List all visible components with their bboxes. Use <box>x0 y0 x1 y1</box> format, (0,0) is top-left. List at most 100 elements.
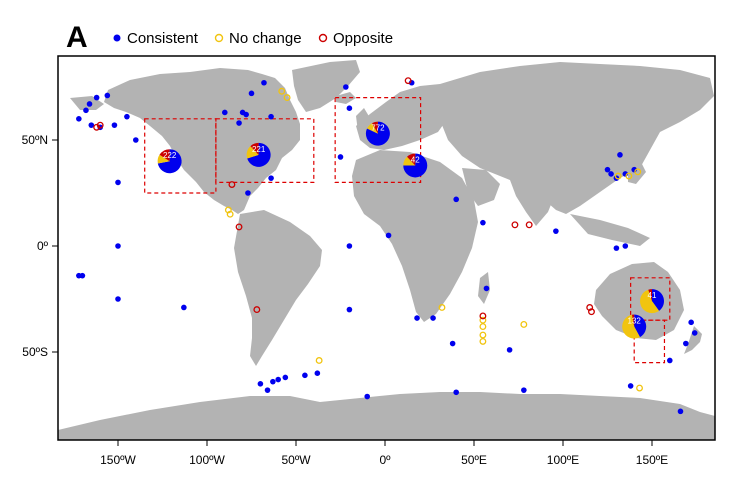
point-consistent <box>364 393 371 400</box>
point-consistent <box>506 347 513 353</box>
point-opposite <box>235 223 243 231</box>
point-opposite <box>96 121 104 129</box>
point-consistent <box>453 389 460 396</box>
land-south-america <box>234 210 322 366</box>
land-asia <box>440 62 714 214</box>
point-consistent <box>124 113 130 120</box>
point-consistent <box>222 109 228 116</box>
x-tick-label: 100ºW <box>189 453 225 467</box>
point-no-change <box>636 384 643 392</box>
point-consistent <box>257 381 264 387</box>
point-consistent <box>683 340 689 347</box>
x-tick-label: 150ºE <box>636 453 668 467</box>
region-box-eastern-north-america <box>215 118 315 184</box>
point-consistent <box>111 122 118 128</box>
point-consistent <box>677 408 684 415</box>
point-no-change <box>479 331 487 339</box>
point-consistent <box>346 243 353 249</box>
point-no-change <box>283 94 291 102</box>
point-consistent <box>627 383 634 389</box>
point-opposite <box>253 306 261 314</box>
point-no-change <box>278 87 286 95</box>
point-consistent <box>248 90 255 97</box>
pie-slice-consistent <box>365 121 390 146</box>
pie-slice-no-change <box>367 123 378 134</box>
y-tick-label: 50ºS <box>22 345 48 359</box>
legend-consistent-marker <box>113 34 121 42</box>
pie-132: 132 <box>622 314 647 339</box>
point-consistent <box>243 111 249 118</box>
pie-slice-no-change <box>403 156 416 166</box>
point-consistent <box>76 272 82 279</box>
land-india <box>510 176 556 226</box>
point-consistent <box>88 122 95 128</box>
x-tick-label: 50ºE <box>461 453 487 467</box>
pie-slice-no-change <box>246 146 259 159</box>
pie-slice-consistent <box>634 314 647 338</box>
panel-label: A <box>66 21 88 54</box>
land-australia <box>594 262 684 340</box>
point-consistent <box>236 120 242 126</box>
y-axis: 50ºN 0º 50ºS <box>22 133 58 359</box>
point-consistent <box>688 319 694 326</box>
site-points <box>76 77 698 415</box>
point-consistent <box>314 370 321 377</box>
point-consistent <box>346 306 353 313</box>
map-frame <box>57 55 716 441</box>
point-consistent <box>133 137 139 143</box>
point-consistent <box>617 152 623 158</box>
point-consistent <box>346 105 353 111</box>
x-tick-label: 0º <box>379 453 391 467</box>
point-no-change <box>438 304 446 311</box>
point-consistent <box>264 387 271 393</box>
land-africa <box>352 150 478 322</box>
y-tick-label: 0º <box>37 239 49 253</box>
point-opposite <box>511 221 519 229</box>
pie-count-label: 41 <box>648 291 657 300</box>
pie-slice-opposite <box>407 153 416 166</box>
x-tick-label: 50ºW <box>281 453 311 467</box>
pie-count-label: 132 <box>628 317 642 326</box>
land-north-america <box>104 68 300 214</box>
pie-221: 221 <box>246 142 271 167</box>
pie-slice-no-change <box>639 289 660 314</box>
legend-no-change-marker <box>214 33 224 43</box>
point-consistent <box>115 179 121 186</box>
region-box-tasmania <box>633 319 666 364</box>
point-no-change <box>614 172 622 180</box>
x-tick-label: 150ºW <box>100 453 136 467</box>
point-no-change <box>625 172 633 180</box>
point-consistent <box>93 94 100 101</box>
point-consistent <box>268 175 274 181</box>
point-consistent <box>608 171 614 177</box>
point-consistent <box>83 107 89 114</box>
legend-no-change-label: No change <box>229 30 302 47</box>
point-consistent <box>553 228 559 234</box>
pie-slice-no-change <box>157 154 170 164</box>
point-opposite <box>228 181 236 188</box>
point-no-change <box>634 168 642 176</box>
land-arabia <box>462 168 500 206</box>
point-consistent <box>86 101 93 107</box>
point-consistent <box>430 315 436 321</box>
x-tick-label: 100ºE <box>547 453 579 467</box>
x-axis: 150ºW 100ºW 50ºW 0º 50ºE 100ºE 150ºE <box>100 440 668 467</box>
point-consistent <box>480 219 486 226</box>
point-consistent <box>667 357 673 364</box>
pie-42: 42 <box>403 153 428 178</box>
pie-slice-no-change <box>622 314 640 339</box>
point-opposite <box>479 312 487 320</box>
region-box-western-north-america <box>144 118 217 194</box>
summary-pies: 222 221 772 42 41 132 <box>157 121 665 339</box>
pie-slice-opposite <box>250 142 259 155</box>
land-antarctica <box>58 392 715 440</box>
point-no-change <box>520 320 528 328</box>
point-consistent <box>115 243 121 249</box>
point-consistent <box>181 304 187 311</box>
point-consistent <box>261 79 267 86</box>
point-consistent <box>385 232 392 239</box>
point-consistent <box>613 245 620 251</box>
land-greenland <box>292 60 360 112</box>
pie-slice-consistent <box>157 149 182 174</box>
